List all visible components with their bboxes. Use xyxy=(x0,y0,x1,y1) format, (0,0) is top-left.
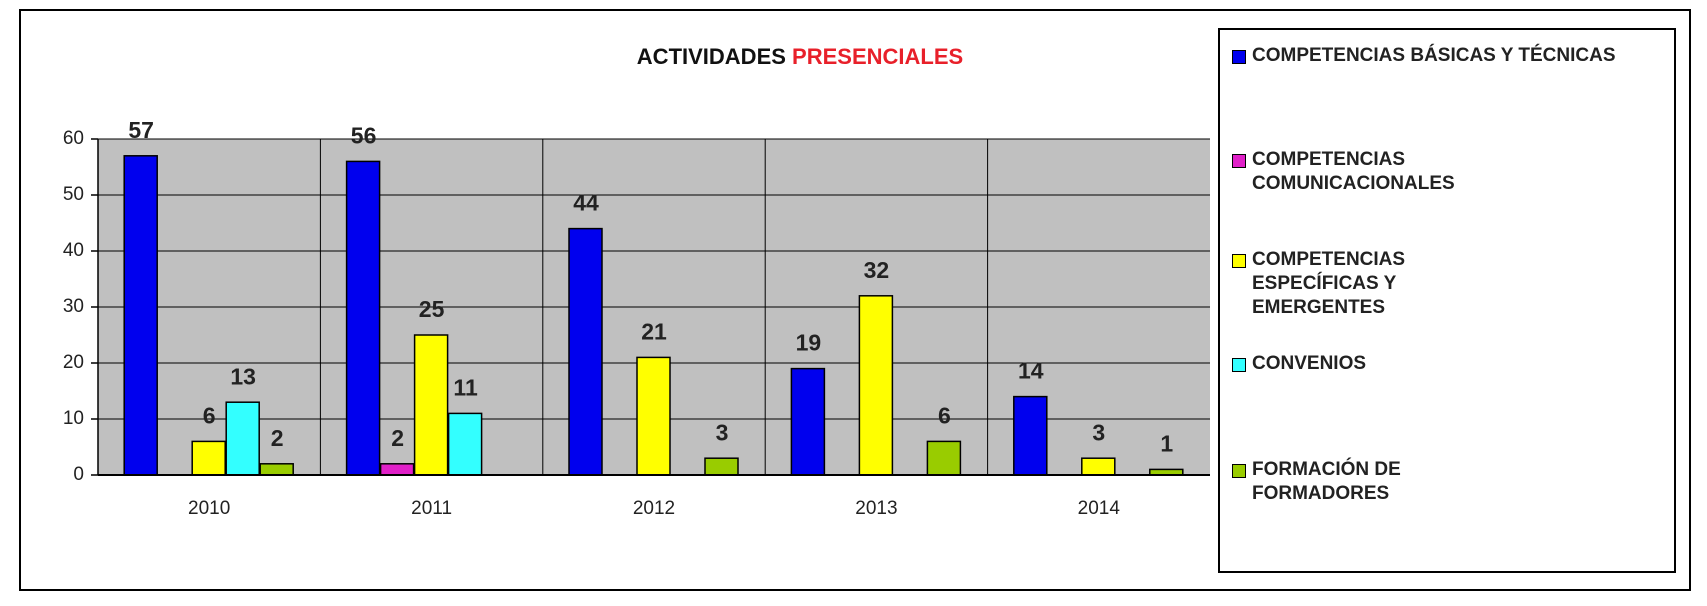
y-tick-label: 60 xyxy=(63,128,84,149)
legend-swatch xyxy=(1232,254,1246,268)
y-tick-label: 10 xyxy=(63,408,84,429)
legend-entry: COMPETENCIAS BÁSICAS Y TÉCNICAS xyxy=(1230,44,1692,68)
legend: COMPETENCIAS BÁSICAS Y TÉCNICAS COMPETENC… xyxy=(1218,28,1676,573)
y-tick-label: 30 xyxy=(63,296,84,317)
bar xyxy=(259,463,294,476)
y-tick-label: 40 xyxy=(63,240,84,261)
y-tick-label: 0 xyxy=(73,464,84,485)
value-label: 57 xyxy=(128,117,154,143)
value-label: 3 xyxy=(1092,419,1105,445)
bar xyxy=(858,295,894,476)
bar xyxy=(379,463,415,476)
title-part: PRESENCIALES xyxy=(792,44,963,69)
x-tick-label: 2012 xyxy=(633,498,675,519)
value-label: 13 xyxy=(230,363,256,389)
y-tick-label: 20 xyxy=(63,352,84,373)
legend-label: FORMACIÓN DE FORMADORES xyxy=(1252,459,1401,504)
value-label: 44 xyxy=(573,190,599,216)
legend-entry: CONVENIOS xyxy=(1230,352,1692,376)
bar xyxy=(704,457,739,476)
legend-swatch xyxy=(1232,50,1246,64)
legend-entry: FORMACIÓN DE FORMADORES xyxy=(1230,458,1692,506)
legend-swatch xyxy=(1232,464,1246,478)
value-label: 25 xyxy=(419,296,445,322)
legend-label: COMPETENCIAS ESPECÍFICAS Y EMERGENTES xyxy=(1252,249,1406,318)
x-tick-label: 2010 xyxy=(188,498,230,519)
value-label: 11 xyxy=(453,374,478,400)
bar xyxy=(191,440,226,476)
chart-title: ACTIVIDADES PRESENCIALES xyxy=(637,44,963,69)
value-label: 19 xyxy=(796,330,822,356)
legend-entry: COMPETENCIAS ESPECÍFICAS Y EMERGENTES xyxy=(1230,248,1692,320)
value-label: 2 xyxy=(391,425,404,451)
value-label: 3 xyxy=(716,419,729,445)
value-label: 21 xyxy=(641,318,667,344)
value-label: 32 xyxy=(864,257,890,283)
bar xyxy=(123,155,158,476)
value-label: 6 xyxy=(938,402,951,428)
bar xyxy=(636,356,671,476)
legend-label: COMPETENCIAS BÁSICAS Y TÉCNICAS xyxy=(1252,45,1616,66)
bar xyxy=(568,227,603,476)
bar xyxy=(1013,395,1048,476)
legend-label: CONVENIOS xyxy=(1252,353,1367,374)
x-tick-label: 2014 xyxy=(1078,498,1121,519)
value-label: 6 xyxy=(203,402,216,428)
bar xyxy=(345,160,381,476)
bar xyxy=(225,401,260,476)
value-label: 2 xyxy=(271,425,284,451)
bar xyxy=(413,334,449,476)
legend-swatch xyxy=(1232,358,1246,372)
bar xyxy=(790,367,826,476)
x-tick-label: 2011 xyxy=(411,498,452,519)
legend-entry: COMPETENCIAS COMUNICACIONALES xyxy=(1230,148,1692,196)
value-label: 56 xyxy=(351,122,377,148)
legend-label: COMPETENCIAS COMUNICACIONALES xyxy=(1252,149,1455,194)
x-tick-label: 2013 xyxy=(855,498,897,519)
bar xyxy=(1081,457,1116,476)
bar xyxy=(447,412,483,476)
legend-swatch xyxy=(1232,154,1246,168)
y-tick-label: 50 xyxy=(63,184,84,205)
bar xyxy=(926,440,962,476)
value-label: 1 xyxy=(1160,430,1173,456)
title-part: ACTIVIDADES xyxy=(637,44,786,69)
value-label: 14 xyxy=(1018,358,1044,384)
